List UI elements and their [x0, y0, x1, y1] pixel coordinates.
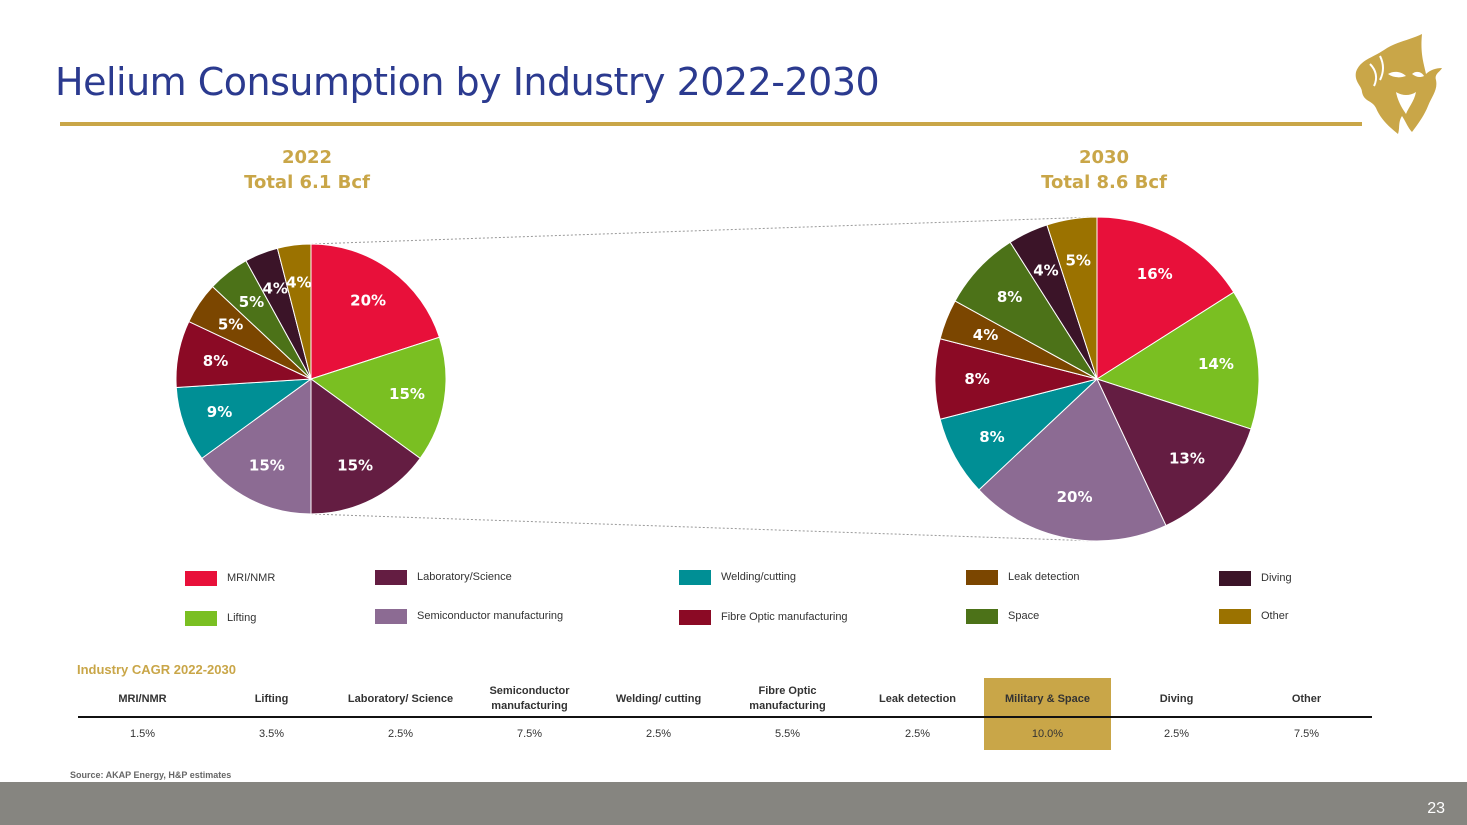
legend-label: Space [1008, 610, 1040, 622]
pie-slice-label: 20% [350, 291, 386, 309]
cagr-header: Welding/ cutting [615, 692, 702, 705]
legend-swatch [966, 609, 998, 624]
pie-slice-label: 20% [1057, 488, 1093, 506]
pie-slice-label: 5% [218, 315, 243, 333]
legend-swatch [185, 611, 217, 626]
legend-swatch [1219, 571, 1251, 586]
pie-slice-label: 8% [203, 352, 228, 370]
pie-2022-title: 2022 [281, 147, 333, 168]
pie-slice-label: 8% [979, 428, 1004, 446]
lion-head-icon [1355, 34, 1442, 134]
pie-slice [1096, 216, 1235, 380]
cagr-value: 2.5% [1163, 728, 1190, 740]
pie-slice-label: 4% [262, 280, 287, 298]
cagr-value: 7.5% [1293, 728, 1320, 740]
pie-slice [978, 378, 1167, 542]
legend-swatch [375, 570, 407, 585]
pie-slice-label: 14% [1198, 355, 1234, 373]
pie-slice [1095, 291, 1260, 430]
pie-slice-label: 15% [389, 385, 425, 403]
legend-swatch [966, 570, 998, 585]
cagr-value: 5.5% [774, 728, 801, 740]
legend-label: Laboratory/Science [417, 571, 512, 583]
cagr-header: Laboratory/ Science [347, 692, 454, 705]
pie-2030-subtitle: Total 8.6 Bcf [1041, 172, 1167, 193]
pie-slice-label: 5% [239, 293, 264, 311]
footer-bar: 23 [0, 782, 1467, 825]
cagr-header: Military & Space [1005, 692, 1090, 705]
legend-swatch [185, 571, 217, 586]
pie-slice [309, 336, 447, 460]
cagr-value: 1.5% [129, 728, 156, 740]
legend-swatch [375, 609, 407, 624]
legend-label: Diving [1261, 572, 1292, 584]
pie-slice-label: 15% [337, 457, 373, 475]
legend-swatch [679, 570, 711, 585]
pie-2022-subtitle: Total 6.1 Bcf [244, 172, 370, 193]
pie-slice [310, 378, 421, 515]
cagr-value: 2.5% [904, 728, 931, 740]
cagr-title: Industry CAGR 2022-2030 [77, 662, 236, 677]
cagr-value: 10.0% [1031, 728, 1064, 740]
source-note: Source: AKAP Energy, H&P estimates [70, 770, 232, 780]
connector-line-bottom [310, 513, 1098, 542]
pie-slice-label: 8% [964, 370, 989, 388]
pie-slice-label: 5% [1066, 252, 1091, 270]
pie-slice-label: 16% [1137, 265, 1173, 283]
page-title: Helium Consumption by Industry 2022-2030 [55, 60, 880, 104]
legend-swatch [679, 610, 711, 625]
title-divider [60, 122, 1362, 126]
pie-slice-label: 4% [973, 326, 998, 344]
pie-slice [276, 243, 312, 380]
pie-2022: 20%15%15%15%9%8%5%5%4%4% [175, 243, 447, 515]
pie-slice [1096, 378, 1252, 527]
cagr-header: Lifting [254, 692, 289, 705]
pie-slice-label: 4% [286, 274, 311, 292]
cagr-value: 3.5% [258, 728, 285, 740]
legend-label: Welding/cutting [721, 571, 797, 583]
cagr-header: MRI/NMR [118, 692, 167, 705]
cagr-value: 2.5% [387, 728, 414, 740]
pie-2022-heading: 2022 Total 6.1 Bcf [177, 145, 437, 195]
connector-line-top [310, 216, 1098, 245]
cagr-header: Semiconductor manufacturing [489, 685, 570, 712]
pie-2030: 16% 14% 13% 20% 8% 8% 4% 8% 4% 5% [934, 216, 1260, 542]
pie-slice [1046, 216, 1098, 380]
pie-slice-label: 13% [1169, 449, 1205, 467]
legend-swatch [1219, 609, 1251, 624]
pie-slice [310, 243, 441, 380]
pie-2030-title: 2030 [1078, 147, 1130, 168]
pie-slice-label: 4% [1033, 262, 1058, 280]
cagr-header-rule [78, 716, 1372, 718]
pie-charts: 20%15%15%15%9%8%5%5%4%4% 16%14%13%20%8%8… [175, 216, 1260, 542]
cagr-header: Diving [1159, 692, 1194, 705]
legend-label: Semiconductor manufacturing [417, 610, 564, 622]
cagr-value: 7.5% [516, 728, 543, 740]
legend-label: Fibre Optic manufacturing [721, 611, 848, 623]
pie-slice [201, 378, 312, 515]
page-number: 23 [1427, 800, 1445, 817]
legend-label: Other [1261, 610, 1289, 622]
pie-slice-label: 9% [207, 403, 232, 421]
cagr-header: Leak detection [878, 692, 957, 705]
legend-label: Lifting [227, 612, 257, 624]
cagr-value: 2.5% [645, 728, 672, 740]
pie-slice-label: 8% [997, 288, 1022, 306]
cagr-highlight [984, 678, 1111, 750]
cagr-header: Fibre Optic manufacturing [749, 685, 826, 712]
pie-2030-heading: 2030 Total 8.6 Bcf [974, 145, 1234, 195]
cagr-header: Other [1291, 692, 1322, 705]
legend-label: Leak detection [1008, 571, 1080, 583]
legend-label: MRI/NMR [227, 572, 276, 584]
pie-slice-label: 15% [249, 457, 285, 475]
